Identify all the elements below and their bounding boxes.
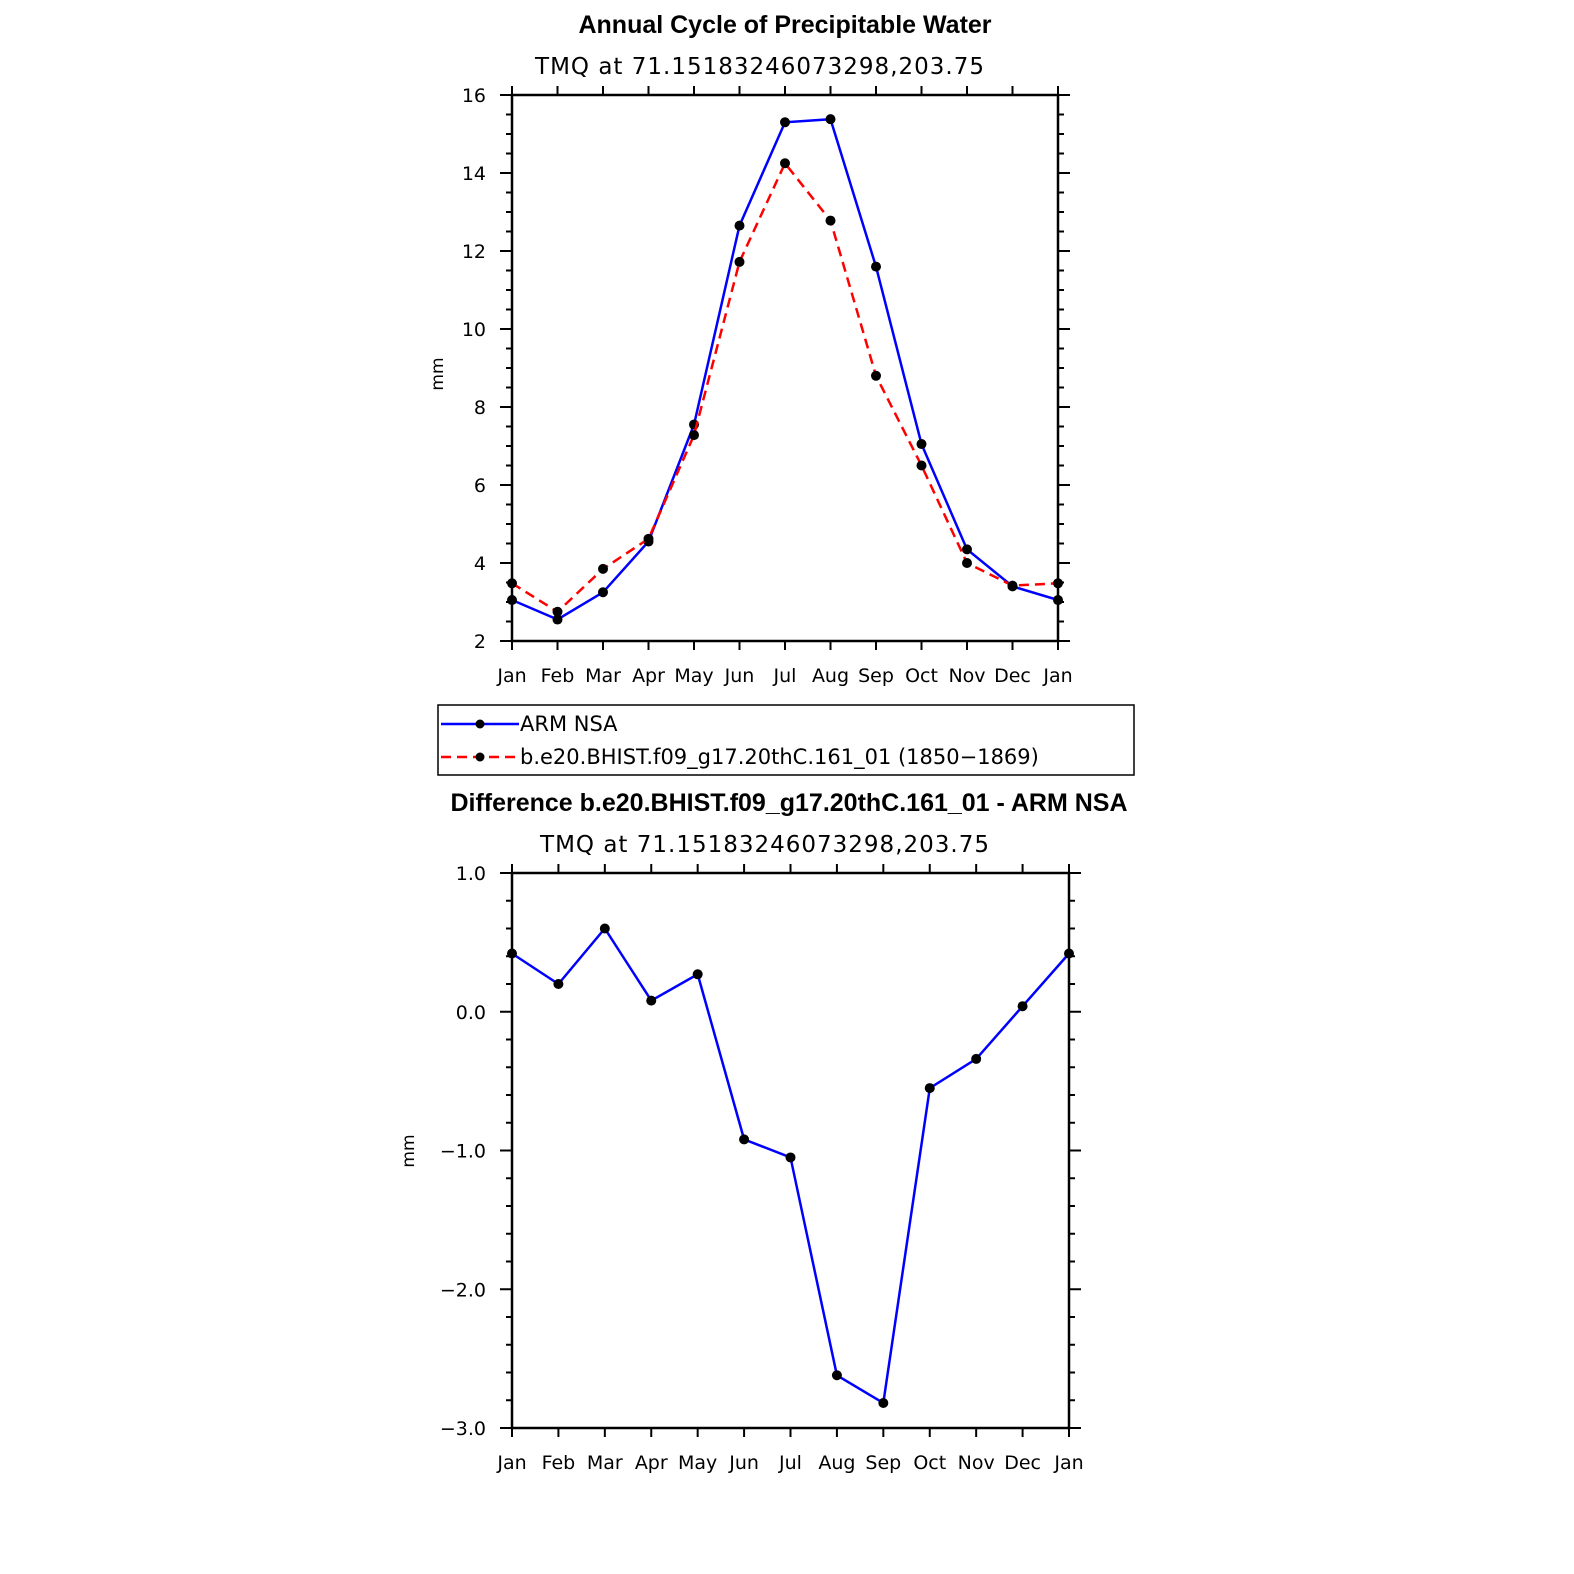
data-point	[1017, 1001, 1028, 1012]
data-point	[734, 220, 745, 231]
y-tick-label: 14	[462, 163, 486, 185]
axes: Jan Feb Mar Apr May Jun Jul Aug Sep Oct Nov Dec Jan 2…	[462, 85, 1073, 687]
x-tick-label: Aug	[812, 665, 849, 687]
y-tick-label: 4	[474, 553, 486, 575]
data-point	[871, 370, 881, 381]
x-tick-label: Feb	[541, 665, 575, 687]
chart-title: Difference b.e20.BHIST.f09_g17.20thC.161…	[450, 789, 1127, 817]
chart-annual-cycle: Annual Cycle of Precipitable Water TMQ a…	[428, 11, 1135, 776]
data-point	[1053, 595, 1063, 606]
y-tick-label: 16	[462, 85, 486, 107]
data-point	[553, 979, 564, 989]
x-tick-label: Nov	[958, 1452, 995, 1474]
y-tick-label: 12	[462, 241, 486, 263]
data-point	[643, 533, 654, 544]
data-point	[552, 606, 563, 617]
x-tick-label: Jul	[778, 1452, 802, 1474]
data-point	[598, 563, 608, 574]
series-layer	[507, 923, 1074, 1409]
data-point	[692, 969, 703, 980]
data-point	[971, 1053, 982, 1064]
x-tick-label: Sep	[865, 1452, 901, 1474]
y-axis-label: mm	[399, 1134, 419, 1167]
data-point	[825, 215, 836, 226]
x-tick-label: Mar	[585, 665, 621, 687]
x-tick-label: Jun	[724, 665, 755, 687]
x-tick-label: Oct	[905, 665, 938, 687]
data-point	[1007, 580, 1018, 591]
series-line-1	[511, 160, 1059, 614]
y-tick-label: −2.0	[440, 1279, 486, 1301]
data-point	[780, 117, 790, 128]
y-tick-label: 1.0	[456, 863, 486, 885]
y-tick-label: 0.0	[456, 1002, 486, 1024]
x-tick-label: Feb	[542, 1452, 576, 1474]
chart-difference: Difference b.e20.BHIST.f09_g17.20thC.161…	[399, 789, 1128, 1474]
series-line-0	[511, 926, 1070, 1406]
x-tick-label: Apr	[635, 1452, 668, 1474]
data-point	[552, 614, 563, 625]
y-tick-label: −1.0	[440, 1141, 486, 1163]
data-point	[507, 595, 517, 606]
chart-title: Annual Cycle of Precipitable Water	[578, 11, 991, 39]
x-tick-label: Jun	[728, 1452, 759, 1474]
y-tick-label: 6	[474, 475, 486, 497]
x-tick-label: Jan	[496, 665, 526, 687]
series-layer	[507, 114, 1063, 625]
chart-subtitle: TMQ at 71.15183246073298,203.75	[539, 832, 990, 858]
legend-label-model: b.e20.BHIST.f09_g17.20thC.161_01 (1850−1…	[520, 745, 1039, 770]
y-tick-label: −3.0	[440, 1418, 486, 1440]
legend-marker-arm	[475, 719, 485, 729]
axes: Jan Feb Mar Apr May Jun Jul Aug Sep Oct Nov Dec Jan 1…	[440, 863, 1084, 1474]
x-tick-label: Dec	[994, 665, 1031, 687]
series-line-0	[511, 117, 1059, 621]
data-point	[916, 460, 927, 471]
data-point	[599, 923, 610, 934]
data-point	[646, 995, 657, 1006]
data-point	[831, 1370, 842, 1381]
legend-label-arm: ARM NSA	[520, 712, 618, 736]
plot-frame	[510, 871, 1071, 1430]
x-tick-label: Jul	[773, 665, 797, 687]
y-axis-label: mm	[428, 357, 448, 390]
data-point	[1053, 578, 1063, 589]
plot-frame	[510, 93, 1060, 643]
data-point	[780, 158, 790, 169]
chart-subtitle: TMQ at 71.15183246073298,203.75	[534, 54, 985, 80]
data-point	[962, 544, 972, 555]
legend-box	[437, 704, 1135, 776]
data-point	[689, 430, 699, 441]
x-tick-label: Oct	[913, 1452, 946, 1474]
x-tick-label: Dec	[1004, 1452, 1041, 1474]
x-tick-label: Apr	[632, 665, 665, 687]
data-point	[507, 948, 517, 959]
data-point	[825, 114, 836, 125]
y-tick-label: 2	[474, 631, 486, 653]
x-tick-label: Sep	[858, 665, 894, 687]
data-point	[598, 587, 608, 598]
x-tick-label: Jan	[1042, 665, 1072, 687]
data-point	[734, 256, 745, 267]
x-tick-label: Nov	[948, 665, 985, 687]
data-point	[785, 1152, 796, 1163]
data-point	[916, 439, 927, 450]
legend-marker-model	[475, 752, 485, 762]
data-point	[924, 1083, 935, 1094]
y-tick-label: 10	[462, 319, 486, 341]
data-point	[878, 1398, 889, 1409]
data-point	[739, 1134, 750, 1145]
legend: ARM NSA b.e20.BHIST.f09_g17.20thC.161_01…	[437, 704, 1135, 776]
x-tick-label: Jan	[496, 1452, 526, 1474]
y-tick-label: 8	[474, 397, 486, 419]
x-tick-label: Mar	[587, 1452, 623, 1474]
data-point	[507, 578, 517, 589]
data-point	[962, 558, 972, 568]
data-point	[1064, 948, 1074, 959]
x-tick-label: Jan	[1053, 1452, 1083, 1474]
data-point	[871, 261, 881, 272]
x-tick-label: May	[678, 1452, 717, 1474]
x-tick-label: May	[674, 665, 713, 687]
x-tick-label: Aug	[818, 1452, 855, 1474]
